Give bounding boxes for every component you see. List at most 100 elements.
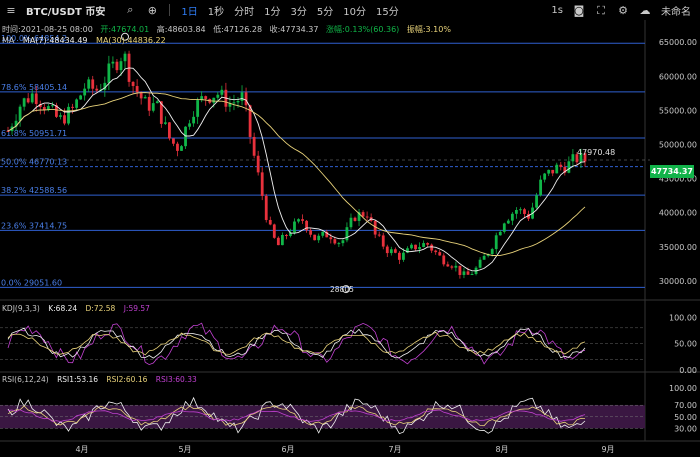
- candle-body: [252, 136, 256, 156]
- candle-body: [192, 116, 196, 124]
- candle-body: [63, 115, 66, 124]
- candle-body: [519, 209, 522, 211]
- fib-label: 23.6% 37414.75: [1, 221, 67, 230]
- candle-body: [434, 250, 438, 253]
- user-label[interactable]: 未命名: [661, 7, 691, 18]
- fullscreen-icon[interactable]: ⛶: [597, 3, 605, 17]
- rsi-line: [7, 409, 586, 423]
- ma7-label: MA(7):48434.49: [22, 36, 88, 45]
- camera-icon[interactable]: ◙: [573, 4, 585, 17]
- interval-1s[interactable]: 1秒: [207, 6, 225, 18]
- low-marker-circle: [342, 285, 350, 294]
- candle-body: [268, 219, 272, 225]
- candle-body: [410, 244, 413, 249]
- toolbar: ≡ BTC/USDT 币安 ⌕ ⊕ 1日 1秒 分时 1分 3分 5分 10分 …: [0, 0, 700, 20]
- low-marker: 28805: [330, 285, 354, 294]
- candle-body: [579, 153, 583, 163]
- candle-body: [329, 237, 333, 240]
- grid-lines: [0, 20, 700, 442]
- kdj-tick-label: 100.00: [669, 313, 697, 322]
- candle-body: [276, 237, 280, 246]
- rsi-line: [7, 396, 586, 435]
- candle-body: [575, 154, 579, 163]
- candlesticks: [6, 50, 587, 279]
- ma-label[interactable]: MA: [2, 36, 15, 45]
- candle-body: [502, 223, 506, 232]
- divider: [169, 4, 171, 16]
- interval-5m[interactable]: 5分: [316, 6, 334, 18]
- candle-body: [406, 248, 409, 253]
- rsi-line: [7, 405, 586, 427]
- cloud-icon[interactable]: ☁: [639, 4, 651, 17]
- candle-body: [567, 161, 571, 173]
- candle-body: [482, 255, 486, 260]
- rsi-tick-label: 70.00: [674, 401, 697, 410]
- rsi-tick-label: 30.00: [674, 424, 697, 433]
- candle-body: [506, 220, 510, 224]
- refresh-rate[interactable]: 1s: [551, 5, 563, 16]
- candle-body: [321, 231, 325, 236]
- interval-3m[interactable]: 3分: [290, 6, 307, 18]
- rsi-lines: [0, 396, 645, 435]
- candle-body: [172, 138, 175, 144]
- fib-label: 38.2% 42588.56: [1, 186, 67, 195]
- interval-15m[interactable]: 15分: [375, 6, 399, 18]
- candle-body: [200, 96, 204, 101]
- candle-body: [75, 99, 78, 108]
- candle-body: [30, 93, 34, 103]
- candle-body: [280, 234, 284, 246]
- price-tick-label: 30000.00: [659, 277, 697, 286]
- candle-body: [91, 79, 95, 89]
- candle-body: [377, 234, 381, 236]
- interval-1m[interactable]: 1分: [264, 6, 281, 18]
- candle-body: [151, 103, 155, 111]
- candle-body: [212, 97, 216, 103]
- candle-body: [67, 106, 70, 124]
- candle-body: [139, 92, 143, 99]
- candle-body: [583, 153, 587, 162]
- candle-body: [337, 243, 341, 245]
- search-icon[interactable]: ⌕: [127, 3, 134, 16]
- candle-body: [466, 271, 470, 275]
- interval-10m[interactable]: 10分: [343, 6, 366, 18]
- candle-body: [349, 217, 353, 228]
- candle-body: [216, 94, 220, 98]
- price-tick-label: 50000.00: [659, 141, 697, 150]
- candle-body: [357, 212, 361, 221]
- candle-body: [539, 179, 543, 196]
- fib-label: 50.0% 46770.13: [1, 158, 67, 167]
- candle-body: [285, 234, 288, 236]
- candle-body: [147, 96, 151, 111]
- kdj-lines: [0, 322, 645, 366]
- candle-body: [95, 88, 99, 91]
- symbol-label[interactable]: BTC/USDT 币安: [26, 6, 106, 18]
- candle-body: [510, 213, 514, 221]
- interval-1d[interactable]: 1日: [181, 6, 198, 18]
- candle-body: [547, 169, 551, 174]
- interval-timeshare[interactable]: 分时: [234, 6, 255, 18]
- price-tick-label: 55000.00: [659, 106, 697, 115]
- candle-body: [325, 231, 329, 238]
- moving-average-lines: [7, 67, 586, 272]
- candle-body: [478, 259, 482, 268]
- rsi-tick-label: 100.00: [669, 384, 697, 393]
- compare-icon[interactable]: ⊕: [147, 3, 157, 17]
- candle-body: [301, 219, 304, 221]
- candle-body: [26, 98, 30, 103]
- candle-body: [559, 164, 563, 167]
- ma-legend: MA MA(7):48434.49 MA(30):44836.22: [2, 36, 172, 45]
- settings-icon[interactable]: ⚙: [618, 4, 628, 17]
- candle-body: [176, 143, 179, 151]
- kdj-title[interactable]: KDJ(9,3,3): [2, 304, 40, 313]
- rsi1-label: RSI1:53.16: [57, 375, 99, 384]
- candle-body: [79, 95, 83, 100]
- candle-body: [131, 81, 135, 87]
- month-label: 7月: [388, 445, 401, 454]
- candle-body: [490, 249, 494, 255]
- menu-icon[interactable]: ≡: [6, 3, 16, 17]
- candle-body: [361, 212, 365, 217]
- candle-body: [297, 219, 300, 222]
- candle-body: [402, 252, 405, 260]
- rsi-title[interactable]: RSI(6,12,24): [2, 375, 49, 384]
